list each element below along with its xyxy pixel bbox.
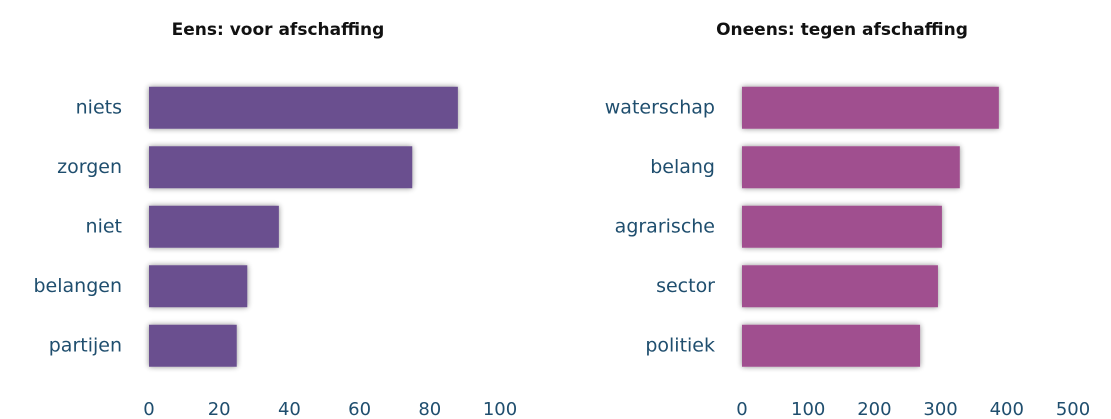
x-tick-label: 300: [923, 399, 957, 419]
x-tick-label: 80: [418, 399, 441, 419]
x-tick-label: 200: [857, 399, 891, 419]
x-tick-label: 60: [348, 399, 371, 419]
category-label: politiek: [645, 334, 715, 356]
bar: [742, 265, 938, 308]
bar: [742, 86, 999, 129]
bar: [742, 146, 960, 189]
x-tick-label: 500: [1056, 399, 1090, 419]
category-label: niets: [76, 96, 122, 118]
category-label: partijen: [49, 334, 122, 356]
category-label: waterschap: [605, 96, 715, 118]
category-label: belang: [650, 156, 715, 178]
bar: [149, 86, 458, 129]
category-label: niet: [86, 215, 122, 237]
x-tick-label: 20: [208, 399, 231, 419]
x-tick-label: 400: [990, 399, 1024, 419]
category-label: zorgen: [57, 156, 122, 178]
x-tick-label: 0: [736, 399, 747, 419]
category-label: belangen: [33, 275, 122, 297]
chart-title: Eens: voor afschaffing: [172, 20, 385, 40]
category-label: sector: [656, 275, 715, 297]
chart-title: Oneens: tegen afschaffing: [716, 20, 968, 40]
x-tick-label: 100: [483, 399, 517, 419]
bar: [149, 265, 248, 308]
x-tick-label: 40: [278, 399, 301, 419]
bar: [742, 324, 921, 367]
bar: [149, 205, 279, 248]
x-tick-label: 0: [143, 399, 154, 419]
category-label: agrarische: [615, 215, 715, 237]
bar: [149, 146, 413, 189]
bar: [742, 205, 942, 248]
bar: [149, 324, 237, 367]
x-tick-label: 100: [791, 399, 825, 419]
